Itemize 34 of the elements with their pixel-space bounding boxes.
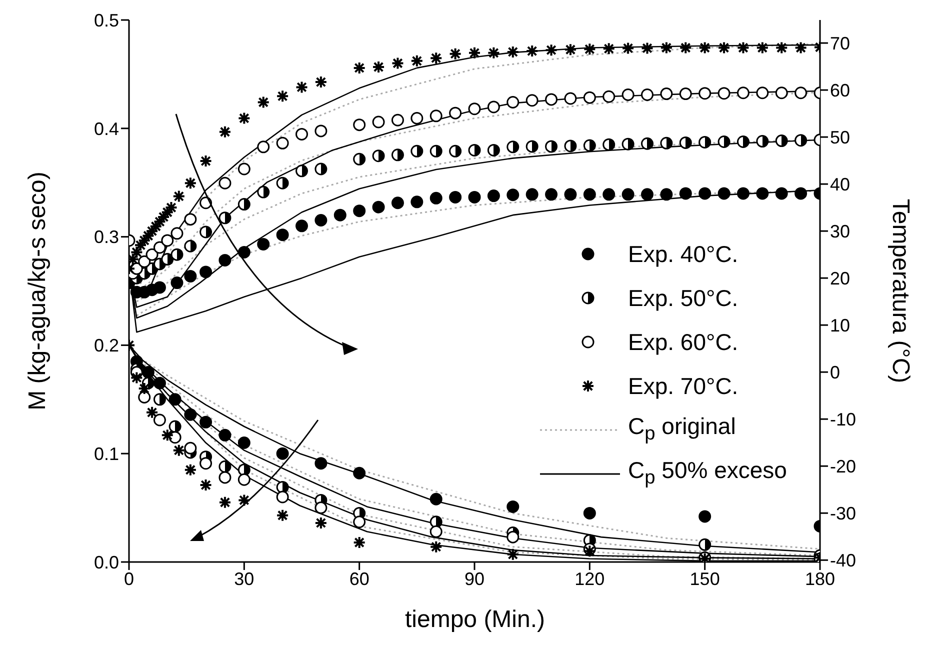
y2-tick-label: 50 [830, 127, 850, 148]
y2-tick-label: 40 [830, 174, 850, 194]
y2-tick-label: -20 [830, 456, 856, 476]
y-tick-label: 0.3 [94, 227, 119, 248]
y2-tick-label: -30 [830, 504, 856, 524]
legend-label: Exp. 40°C. [628, 240, 738, 269]
y-tick-label: 0.2 [94, 336, 119, 356]
y-tick-label: 0.5 [94, 10, 119, 30]
y2-tick-label: 10 [830, 315, 850, 336]
legend-label: C$_{p}$ 50% exceso [628, 456, 787, 490]
y2-tick-label: -10 [830, 409, 856, 430]
x-tick-label: 90 [464, 568, 485, 589]
y2-tick-label: -40 [830, 550, 856, 571]
x-tick-label: 120 [574, 568, 605, 589]
x-tick-label: 0 [124, 568, 134, 589]
y2-tick-label: 70 [830, 33, 850, 54]
legend-label: C$_{p}$ original [628, 412, 736, 446]
y2-tick-label: 30 [830, 221, 850, 242]
y-tick-label: 0.0 [94, 552, 119, 572]
x-tick-label: 30 [234, 568, 254, 589]
y-axis-title: M (kg-agua/kg-s seco) [24, 172, 52, 410]
y2-tick-label: 20 [830, 268, 850, 288]
y-tick-label: 0.1 [94, 444, 119, 464]
x-tick-label: 150 [690, 568, 720, 589]
y2-axis-title: Temperatura (°C) [886, 198, 914, 384]
x-tick-label: 180 [804, 568, 836, 589]
legend-label: Exp. 50°C. [628, 284, 738, 313]
y2-tick-label: 0 [830, 362, 840, 382]
legend-label: Exp. 60°C. [628, 328, 738, 357]
x-axis-title: tiempo (Min.) [404, 606, 546, 634]
y2-tick-label: 60 [830, 80, 850, 100]
x-tick-label: 60 [349, 568, 370, 589]
legend-label: Exp. 70°C. [628, 372, 738, 401]
y-tick-label: 0.4 [94, 118, 119, 139]
